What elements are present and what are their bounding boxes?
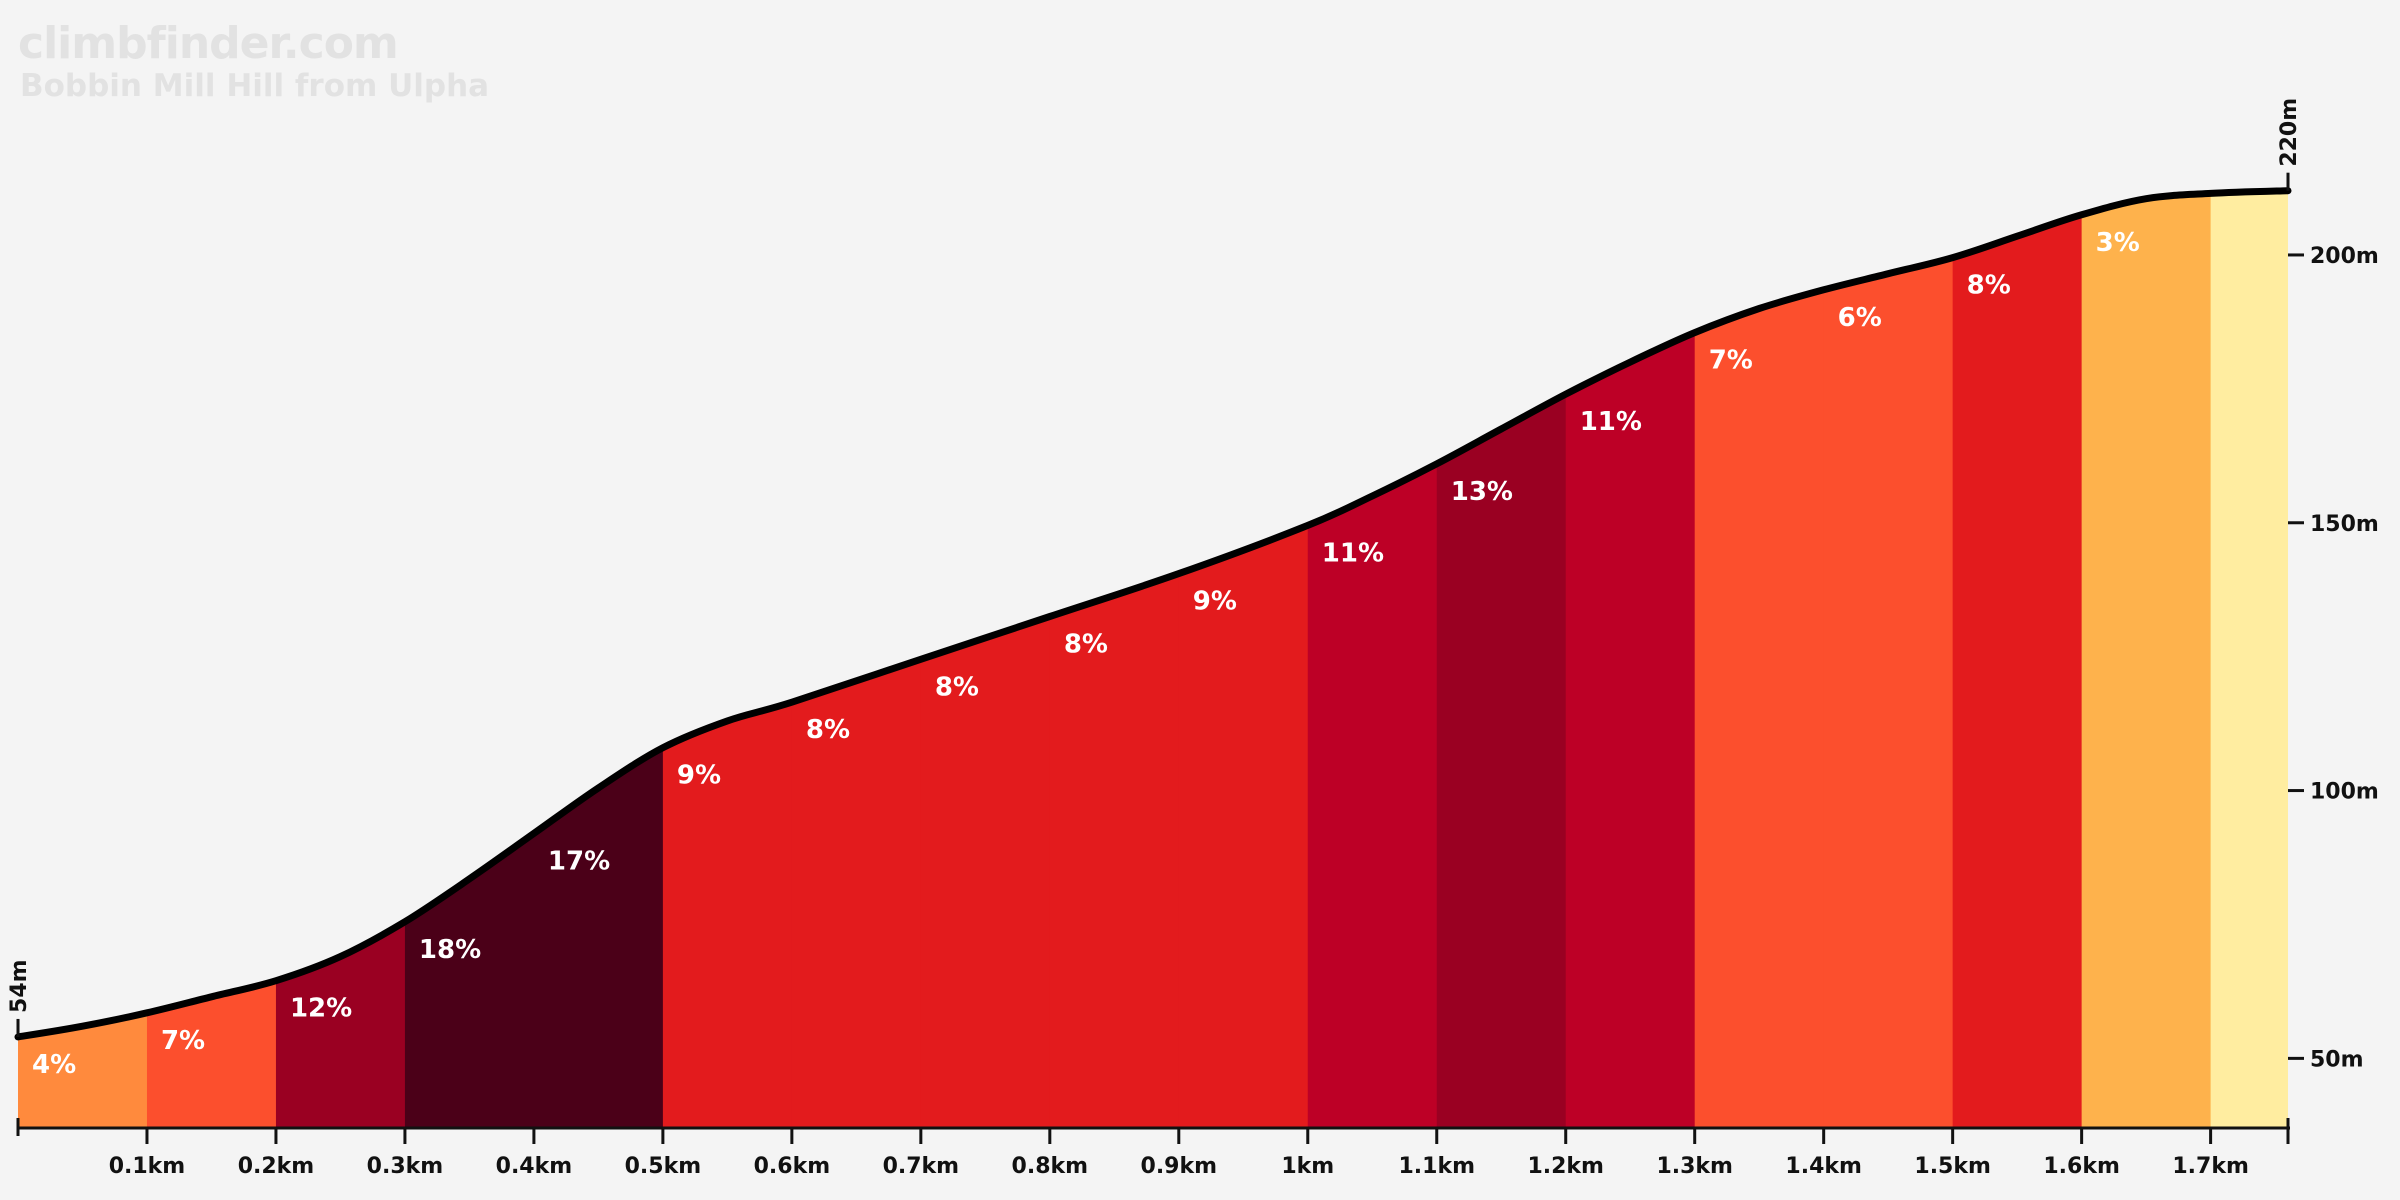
grade-label: 18% <box>419 935 481 965</box>
grade-segment <box>1307 190 1438 1128</box>
grade-label: 6% <box>1838 303 1882 333</box>
x-tick-label: 0.5km <box>625 1154 702 1179</box>
grade-segment <box>920 190 1051 1128</box>
grade-label: 8% <box>935 672 979 702</box>
y-tick-label: 100m <box>2310 780 2379 805</box>
grade-segment <box>1823 190 1954 1128</box>
grade-label: 9% <box>1193 587 1237 617</box>
grade-segment <box>1952 190 2083 1128</box>
grade-segment <box>2081 190 2212 1128</box>
grade-label: 7% <box>1709 346 1753 376</box>
x-tick-label: 0.4km <box>496 1154 573 1179</box>
end-elevation-label: 220m <box>2277 98 2302 167</box>
x-tick-label: 1.4km <box>1785 1154 1862 1179</box>
grade-label: 17% <box>548 846 610 876</box>
grade-label: 9% <box>677 761 721 791</box>
end-elevation-marker: 220m <box>2277 98 2302 191</box>
grade-segment <box>1565 190 1696 1128</box>
grade-segment <box>1694 190 1825 1128</box>
grade-segment <box>662 190 793 1128</box>
climb-title: Bobbin Mill Hill from Ulpha <box>20 68 490 104</box>
site-watermark: climbfinder.com <box>18 18 399 69</box>
grade-segment <box>275 190 406 1128</box>
x-tick-label: 1.3km <box>1656 1154 1733 1179</box>
grade-label: 13% <box>1451 477 1513 507</box>
x-tick-label: 0.2km <box>238 1154 315 1179</box>
start-elevation-label: 54m <box>7 959 32 1013</box>
grade-segment <box>1178 190 1309 1128</box>
grade-segment <box>791 190 922 1128</box>
x-tick-label: 1.1km <box>1398 1154 1475 1179</box>
x-tick-label: 0.6km <box>754 1154 831 1179</box>
grade-label: 8% <box>1064 629 1108 659</box>
grade-label: 7% <box>161 1026 205 1056</box>
x-tick-label: 1.6km <box>2043 1154 2120 1179</box>
x-tick-label: 0.9km <box>1141 1154 1218 1179</box>
elevation-profile-line <box>14 187 2292 1041</box>
grade-label: 12% <box>290 994 352 1024</box>
grade-label: 8% <box>806 715 850 745</box>
grade-segment <box>2210 190 2288 1128</box>
grade-label: 11% <box>1580 407 1642 437</box>
y-tick-label: 200m <box>2310 244 2379 269</box>
grade-segment <box>533 190 664 1128</box>
x-axis-ticks: 0.1km 0.2km 0.3km 0.4km 0.5km 0.6km 0.7km 0.8km… <box>16 1118 2290 1179</box>
start-elevation-marker: 54m <box>7 959 32 1037</box>
x-tick-label: 1.7km <box>2172 1154 2249 1179</box>
grade-segment <box>18 190 148 1128</box>
x-tick-label: 1km <box>1281 1154 1334 1179</box>
y-axis-ticks: 50m 100m 150m 200m <box>2288 244 2379 1072</box>
x-tick-label: 0.1km <box>109 1154 186 1179</box>
grade-label: 4% <box>32 1050 76 1080</box>
grade-segment <box>1436 190 1567 1128</box>
grade-label: 11% <box>1322 538 1384 568</box>
x-tick-label: 0.3km <box>367 1154 444 1179</box>
x-tick-label: 0.7km <box>883 1154 960 1179</box>
y-tick-label: 150m <box>2310 512 2379 537</box>
y-tick-label: 50m <box>2310 1047 2364 1072</box>
x-tick-label: 0.8km <box>1012 1154 1089 1179</box>
grade-labels: 4% 7% 12% 18% 17% 9% 8% 8% 8% 9% 11% 13% 11% 7% 6% 8% 3% <box>32 228 2140 1080</box>
x-tick-label: 1.2km <box>1527 1154 1604 1179</box>
x-tick-label: 1.5km <box>1914 1154 1991 1179</box>
grade-label: 8% <box>1967 271 2011 301</box>
grade-segment <box>146 190 277 1128</box>
grade-label: 3% <box>2096 228 2140 258</box>
